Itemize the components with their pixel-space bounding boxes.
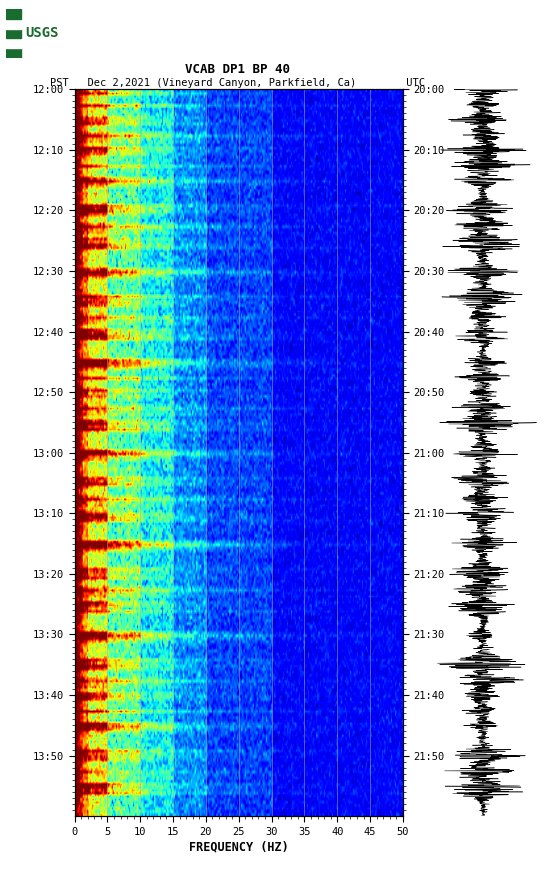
Text: USGS: USGS (25, 27, 59, 40)
Bar (6, 29, 22, 38)
Bar (6, 48, 22, 58)
Text: PST   Dec 2,2021 (Vineyard Canyon, Parkfield, Ca)        UTC: PST Dec 2,2021 (Vineyard Canyon, Parkfie… (50, 78, 425, 88)
Bar (6, 19, 22, 29)
Bar (6, 38, 22, 48)
Bar (6, 9, 22, 19)
X-axis label: FREQUENCY (HZ): FREQUENCY (HZ) (189, 841, 289, 854)
Text: VCAB DP1 BP 40: VCAB DP1 BP 40 (185, 63, 290, 76)
